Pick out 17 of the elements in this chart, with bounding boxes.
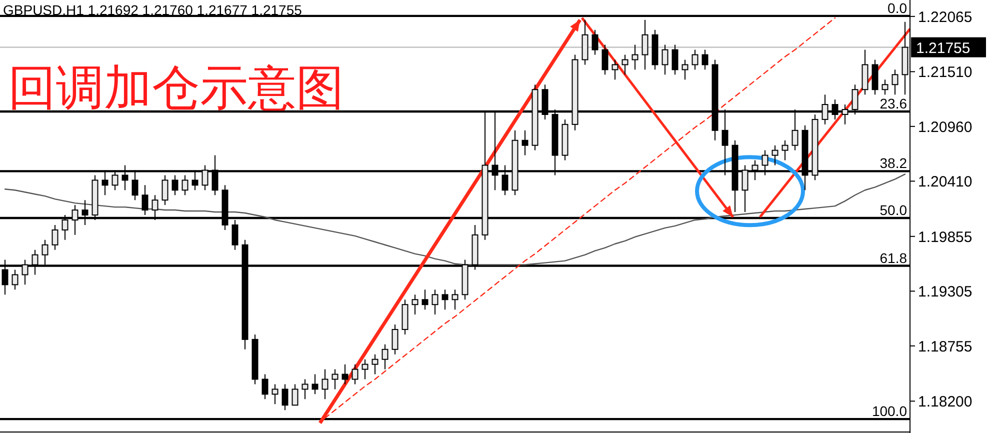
annotation: 100.0: [872, 403, 908, 420]
text: 回调加仓示意图: [8, 62, 344, 115]
annotation: 38.2: [880, 155, 908, 172]
annotation: 50.0: [880, 202, 908, 218]
y-tick-label: 1.20960: [918, 118, 972, 136]
y-tick-label: 1.20410: [918, 174, 972, 191]
y-tick-label: 1.22065: [918, 8, 972, 26]
annotation: 0.0: [888, 0, 908, 16]
annotation: 23.6: [880, 95, 908, 112]
y-tick-label: 1.19855: [918, 228, 972, 246]
ref-line-label: 1.21755: [916, 40, 970, 57]
annotation: 61.8: [880, 250, 908, 266]
chart-subtitle: GBPUSD,H1 1.21692 1.21760 1.21677 1.21755: [3, 2, 302, 18]
y-tick-label: 1.18200: [918, 394, 972, 411]
y-tick-label: 1.21510: [918, 64, 972, 82]
y-tick-label: 1.18755: [918, 338, 972, 356]
y-tick-label: 1.19305: [918, 284, 972, 301]
